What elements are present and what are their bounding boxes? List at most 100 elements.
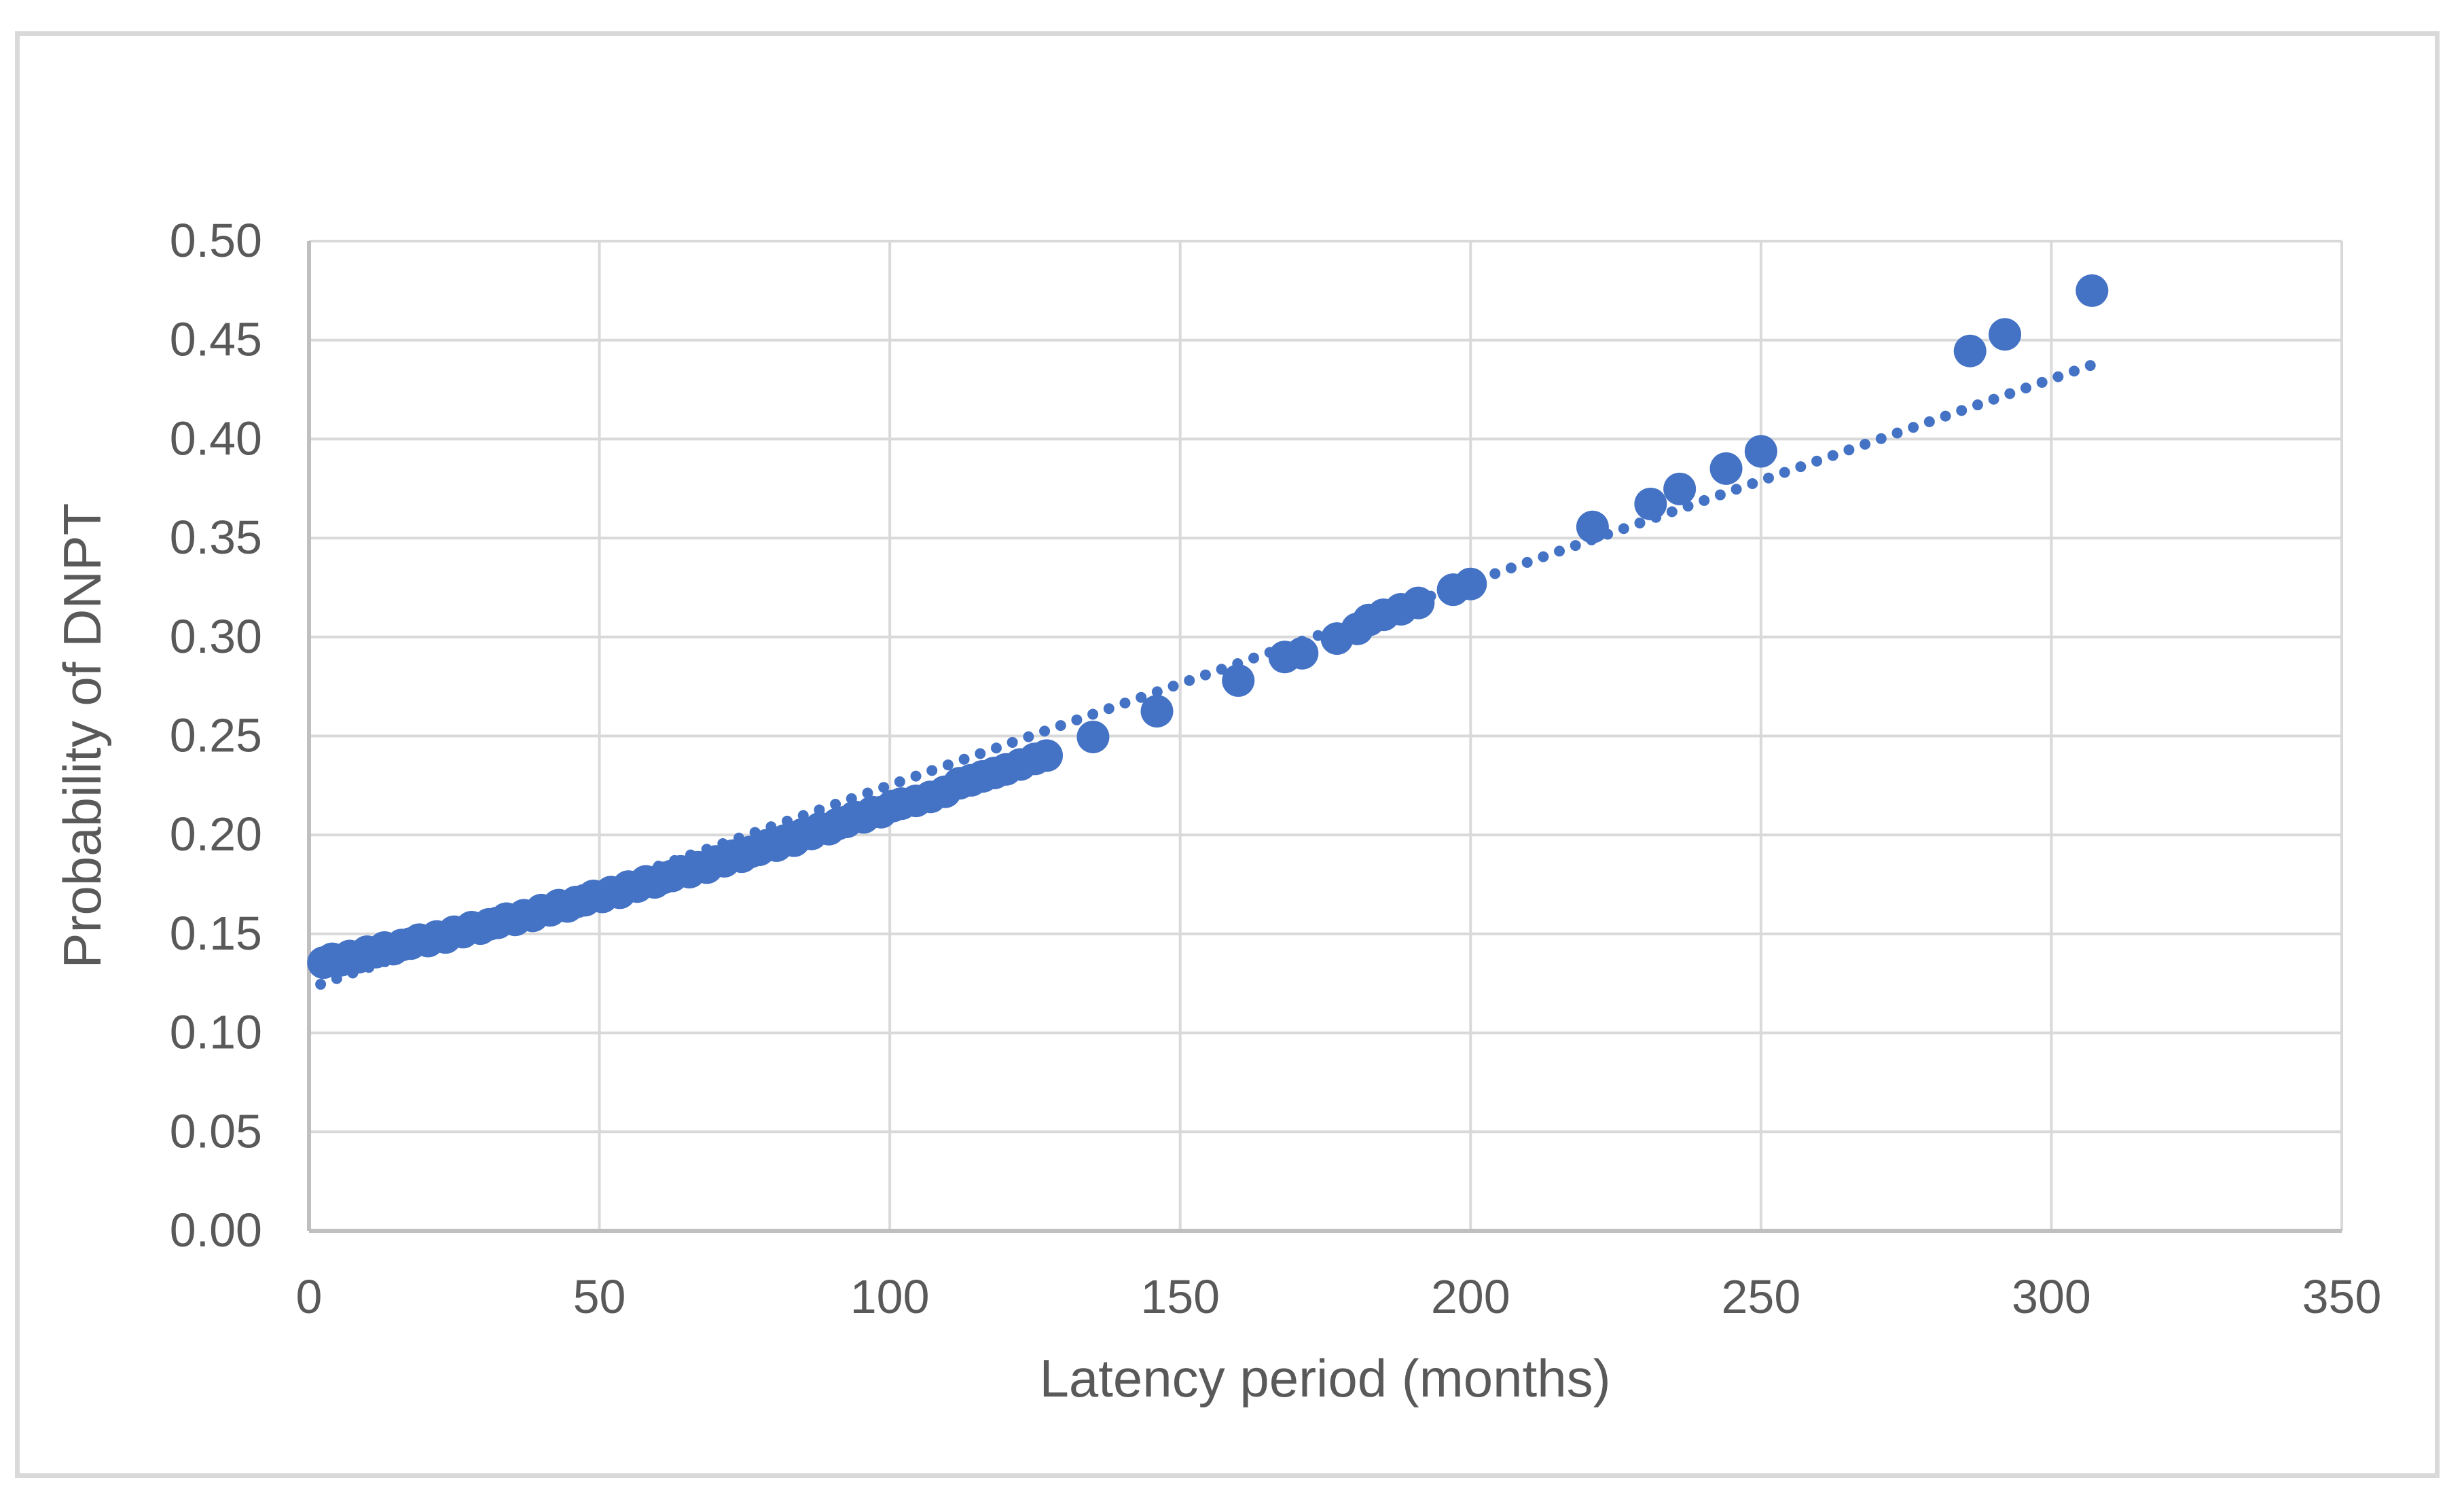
trendline-dot — [1039, 725, 1051, 737]
x-axis-title: Latency period (months) — [1039, 1348, 1610, 1408]
trendline-dot — [1923, 416, 1935, 427]
trendline-dot — [1071, 714, 1083, 725]
trendline-dot — [1023, 731, 1034, 742]
x-tick-label: 350 — [2302, 1270, 2382, 1323]
trendline-dot — [2052, 371, 2064, 382]
trendline-dot — [830, 799, 841, 810]
trendline-dot — [1538, 551, 1549, 562]
axis-lines-group — [307, 241, 2342, 1233]
trendline-dot — [2084, 360, 2096, 372]
trendline-dot — [1489, 568, 1501, 579]
gridlines-group — [309, 240, 2343, 1231]
trendline-dot — [894, 776, 905, 787]
y-axis-title: Probability of DNPT — [52, 503, 112, 969]
trendline-dot — [1891, 427, 1903, 439]
trendline-dot — [942, 759, 954, 771]
data-point — [1140, 695, 1174, 728]
trendline-dot — [1087, 708, 1099, 720]
trendline-dot — [1216, 664, 1227, 675]
x-tick-label: 250 — [1721, 1270, 1800, 1323]
trendline-dot — [315, 979, 327, 990]
trendline-dot — [990, 742, 1002, 754]
data-point — [1989, 318, 2022, 351]
trendline-dot — [1136, 691, 1147, 703]
data-point — [1953, 334, 1987, 367]
trendline-dot — [2004, 388, 2016, 399]
y-tick-label: 0.40 — [170, 412, 262, 465]
trendline-dot — [782, 815, 793, 827]
trendline-dot — [1505, 562, 1517, 574]
data-point — [1663, 472, 1697, 505]
y-tick-label: 0.00 — [170, 1204, 262, 1257]
trendline-dot — [958, 753, 970, 765]
y-tick-label: 0.35 — [170, 511, 262, 564]
trendline-dot — [2020, 382, 2031, 394]
trendline-dot — [1779, 467, 1790, 478]
trendline-dot — [862, 787, 873, 799]
trendline-dot — [1119, 697, 1131, 708]
data-point — [1454, 567, 1487, 600]
trendline-dot — [1875, 433, 1887, 444]
y-tick-label: 0.05 — [170, 1104, 262, 1157]
trendline-dot — [1103, 703, 1115, 715]
y-tick-label: 0.10 — [170, 1006, 262, 1059]
y-tick-label: 0.50 — [170, 214, 262, 267]
trendline-dot — [975, 748, 986, 759]
y-tick-label: 0.25 — [170, 709, 262, 762]
trendline-dot — [1007, 736, 1018, 748]
trendline-dot — [1731, 484, 1742, 495]
data-point — [1222, 664, 1255, 697]
data-point — [1286, 636, 1319, 670]
trendline-dot — [1908, 422, 1919, 433]
y-tick-label: 0.45 — [170, 313, 262, 366]
trendline-dot — [1184, 674, 1195, 686]
trendline-dot — [1795, 461, 1807, 473]
x-tick-label: 300 — [2012, 1270, 2091, 1323]
trendline-dot — [1940, 410, 1951, 422]
trendline-dot — [2036, 376, 2048, 388]
trendline-dot — [1199, 669, 1211, 681]
trendline-dot — [1714, 489, 1726, 501]
data-point — [2076, 274, 2109, 307]
x-tick-label: 200 — [1431, 1270, 1510, 1323]
x-tick-label: 150 — [1140, 1270, 1220, 1323]
trendline-dot — [1666, 506, 1678, 518]
trendline-dot — [910, 770, 922, 782]
trendline-dot — [1843, 444, 1855, 456]
trendline-dot — [1811, 455, 1823, 467]
x-tick-label: 50 — [573, 1270, 626, 1323]
y-tick-label: 0.20 — [170, 808, 262, 861]
data-point — [1576, 510, 1609, 543]
trendline-dot — [1747, 478, 1758, 489]
trendline-dot — [1972, 399, 1983, 411]
data-point — [1744, 435, 1777, 468]
y-tick-label: 0.15 — [170, 907, 262, 960]
trendline-dot — [1956, 405, 1968, 416]
y-tick-label: 0.30 — [170, 610, 262, 663]
data-point — [1402, 586, 1435, 619]
trendline-dot — [1827, 450, 1838, 461]
trendline-dot — [1762, 472, 1774, 484]
x-tick-label: 100 — [850, 1270, 930, 1323]
trendline-dot — [1860, 439, 1871, 450]
trendline-dot — [878, 782, 890, 793]
trendline-dot — [1988, 393, 1999, 405]
trendline-dot — [1634, 517, 1646, 528]
tick-labels-group: 0.00 0.05 0.10 0.15 0.20 0.25 0.30 0.35 0.40 0.45… — [170, 214, 2382, 1323]
trendline-dot — [1167, 681, 1179, 692]
data-point — [1030, 739, 1064, 772]
data-point — [1076, 720, 1110, 753]
trendline-dot — [1521, 556, 1533, 568]
trendline-dot — [1055, 720, 1066, 732]
data-point — [1709, 452, 1743, 485]
x-tick-label: 0 — [296, 1270, 323, 1323]
trendline-dot — [1570, 540, 1581, 552]
trendline-dot — [1554, 545, 1565, 557]
trendline-dot — [1151, 686, 1163, 698]
trendline-dot — [2069, 365, 2080, 377]
trendline-dot — [926, 765, 938, 776]
data-point — [1634, 487, 1667, 520]
trendline-dot — [1618, 523, 1629, 535]
